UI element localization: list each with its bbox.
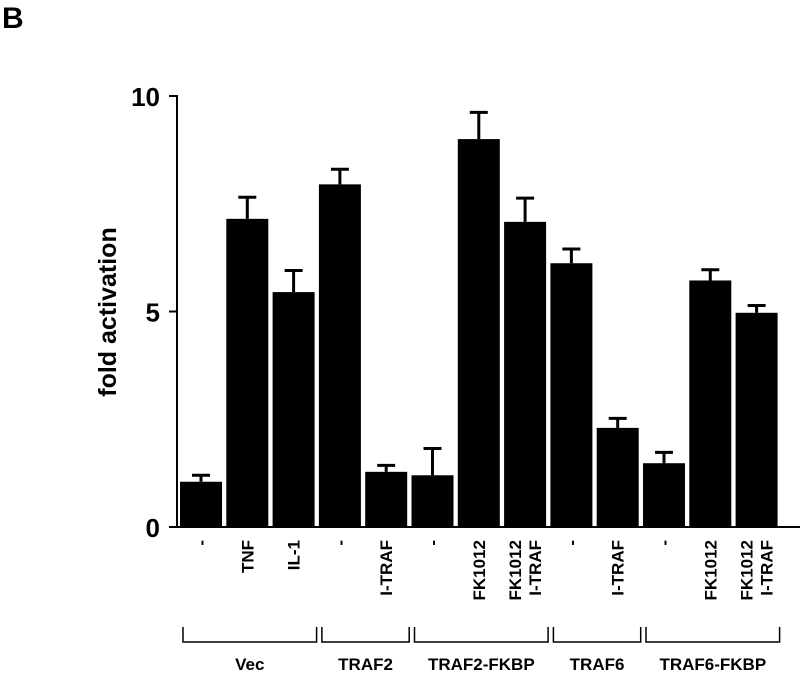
group-bracket [182,627,318,643]
group-bracket [552,627,642,643]
x-tick-label: - [192,540,211,546]
bars [180,110,778,528]
bar [643,463,685,527]
x-tick-label: FK1012 [470,540,489,600]
bar [735,312,778,527]
group-label: TRAF6-FKBP [659,655,766,674]
x-tick-label: FK1012 [701,540,720,600]
x-tick-label: I-TRAF [526,540,545,596]
y-ticks: 0 5 10 [131,82,177,543]
x-tick-label: IL-1 [285,540,304,570]
bar [504,221,547,528]
y-tick-label: 0 [146,513,160,543]
bar [272,292,315,527]
bar [180,481,222,527]
x-tick-label: TNF [238,540,257,573]
bar [365,471,408,527]
x-tick-label: I-TRAF [758,540,777,596]
x-tick-label: I-TRAF [609,540,628,596]
x-tick-label: - [655,540,674,546]
bar [457,139,500,527]
y-axis-label: fold activation [94,227,122,396]
x-tick-label: - [562,540,581,546]
bar [689,280,732,527]
bar [411,475,454,527]
y-tick-label: 5 [146,298,160,328]
group-bracket [413,627,549,643]
panel-label: B [2,2,24,35]
x-tick-label: I-TRAF [377,540,396,596]
group-brackets: Vec TRAF2 TRAF2-FKBP TRAF6 TRAF6-FKBP [182,627,781,674]
bar [596,427,639,527]
x-tick-label: - [331,540,350,546]
y-tick-label: 10 [131,82,160,112]
group-bracket [321,627,410,643]
x-tick-label: FK1012 [738,540,757,600]
bar [226,218,269,527]
x-tick-label: FK1012 [506,540,525,600]
bar [550,263,593,527]
group-label: TRAF2 [338,655,393,674]
group-label: TRAF6 [570,655,625,674]
group-label: Vec [235,655,264,674]
group-label: TRAF2-FKBP [428,655,535,674]
group-bracket [645,627,781,643]
x-tick-label: - [424,540,443,546]
bar [318,184,361,528]
x-tick-labels: - TNF IL-1- I-TRAF - FK1012 FK1012 I-TRAF - I-TRA… [192,540,777,600]
